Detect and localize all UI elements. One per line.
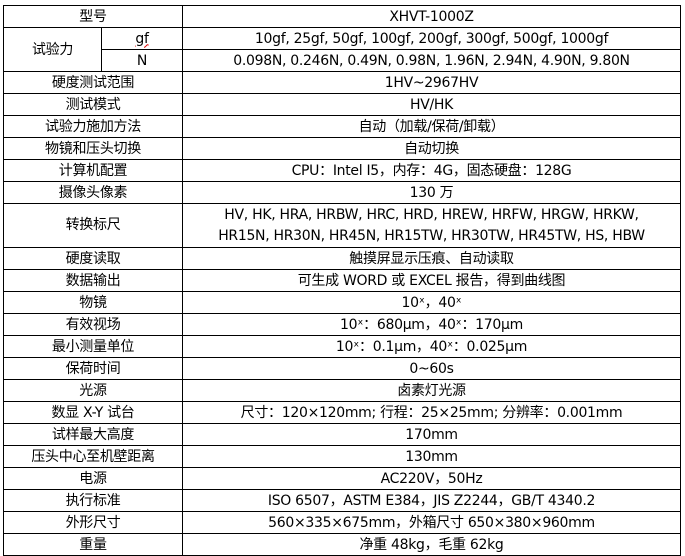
row-value: HV, HK, HRA, HRBW, HRC, HRD, HREW, HRFW,…: [182, 203, 681, 248]
table-row: 重量 净重 48kg，毛重 62kg: [3, 533, 681, 556]
table-row: 光源 卤素灯光源: [3, 379, 681, 402]
row-value: 尺寸：120×120mm; 行程：25×25mm; 分辨率：0.001mm: [182, 401, 681, 424]
table-row: 试样最大高度 170mm: [3, 423, 681, 446]
row-value: 1HV~2967HV: [182, 71, 681, 94]
row-label: 硬度测试范围: [3, 71, 183, 94]
row-value: 可生成 WORD 或 EXCEL 报告，得到曲线图: [182, 269, 681, 292]
row-label: 转换标尺: [3, 203, 183, 248]
test-force-gf-values: 10gf, 25gf, 50gf, 100gf, 200gf, 300gf, 5…: [182, 27, 681, 50]
row-value-line: HR15N, HR30N, HR45N, HR15TW, HR30TW, HR4…: [218, 227, 645, 244]
row-label: 数据输出: [3, 269, 183, 292]
row-label: 物镜: [3, 291, 183, 314]
test-force-n-unit: N: [101, 49, 183, 72]
row-value: 0~60s: [182, 357, 681, 380]
table-row: 物镜和压头切换 自动切换: [3, 137, 681, 160]
table-row: 硬度测试范围 1HV~2967HV: [3, 71, 681, 94]
row-label: 数显 X-Y 试台: [3, 401, 183, 424]
model-label: 型号: [3, 5, 183, 28]
row-label: 有效视场: [3, 313, 183, 336]
row-value: HV/HK: [182, 93, 681, 116]
table-row: 压头中心至机壁距离 130mm: [3, 445, 681, 468]
row-value: 自动（加载/保荷/卸载）: [182, 115, 681, 138]
table-row: 数显 X-Y 试台 尺寸：120×120mm; 行程：25×25mm; 分辨率：0…: [3, 401, 681, 424]
row-value: 卤素灯光源: [182, 379, 681, 402]
table-row: 物镜 10ˣ，40ˣ: [3, 291, 681, 314]
row-value: AC220V，50Hz: [182, 467, 681, 490]
table-row: 转换标尺 HV, HK, HRA, HRBW, HRC, HRD, HREW, H…: [3, 203, 681, 248]
table-row: 有效视场 10ˣ：680μm，40ˣ：170μm: [3, 313, 681, 336]
row-value: 130 万: [182, 181, 681, 204]
row-label: 计算机配置: [3, 159, 183, 182]
table-row: 电源 AC220V，50Hz: [3, 467, 681, 490]
row-value: 自动切换: [182, 137, 681, 160]
row-label: 执行标准: [3, 489, 183, 512]
table-row: 执行标准 ISO 6507，ASTM E384，JIS Z2244，GB/T 43…: [3, 489, 681, 512]
model-value: XHVT-1000Z: [182, 5, 681, 28]
row-label: 试样最大高度: [3, 423, 183, 446]
row-value-line: HV, HK, HRA, HRBW, HRC, HRD, HREW, HRFW,…: [224, 206, 639, 223]
row-value: 560×335×675mm，外箱尺寸 650×380×960mm: [182, 511, 681, 534]
row-label: 电源: [3, 467, 183, 490]
table-row: 试验力施加方法 自动（加载/保荷/卸载）: [3, 115, 681, 138]
table-row: 数据输出 可生成 WORD 或 EXCEL 报告，得到曲线图: [3, 269, 681, 292]
row-value: ISO 6507，ASTM E384，JIS Z2244，GB/T 4340.2: [182, 489, 681, 512]
row-value: 130mm: [182, 445, 681, 468]
row-label: 重量: [3, 533, 183, 556]
table-row: 硬度读取 触摸屏显示压痕、自动读取: [3, 247, 681, 270]
row-label: 保荷时间: [3, 357, 183, 380]
row-label: 外形尺寸: [3, 511, 183, 534]
table-row-test-force-gf: 试验力 gf 10gf, 25gf, 50gf, 100gf, 200gf, 3…: [3, 27, 681, 72]
row-value: CPU：Intel I5，内存：4G，固态硬盘：128G: [182, 159, 681, 182]
table-row: 测试模式 HV/HK: [3, 93, 681, 116]
row-label: 测试模式: [3, 93, 183, 116]
row-value: 净重 48kg，毛重 62kg: [182, 533, 681, 556]
row-label: 物镜和压头切换: [3, 137, 183, 160]
row-value: 10ˣ，40ˣ: [182, 291, 681, 314]
row-label: 光源: [3, 379, 183, 402]
gf-unit-text: gf: [135, 30, 149, 47]
table-row-test-force-n: N 0.098N, 0.246N, 0.49N, 0.98N, 1.96N, 2…: [4, 49, 681, 72]
test-force-n-values: 0.098N, 0.246N, 0.49N, 0.98N, 1.96N, 2.9…: [182, 49, 681, 72]
table-row-model: 型号 XHVT-1000Z: [3, 5, 681, 28]
row-value: 170mm: [182, 423, 681, 446]
row-label: 硬度读取: [3, 247, 183, 270]
row-label: 最小测量单位: [3, 335, 183, 358]
test-force-gf-unit: gf: [101, 27, 183, 50]
row-label: 试验力施加方法: [3, 115, 183, 138]
table-row: 最小测量单位 10ˣ：0.1μm，40ˣ：0.025μm: [3, 335, 681, 358]
test-force-label: 试验力: [3, 27, 102, 72]
row-label: 压头中心至机壁距离: [3, 445, 183, 468]
row-value: 10ˣ：680μm，40ˣ：170μm: [182, 313, 681, 336]
table-row: 摄像头像素 130 万: [3, 181, 681, 204]
row-label: 摄像头像素: [3, 181, 183, 204]
spec-table: 型号 XHVT-1000Z 试验力 gf 10gf, 25gf, 50gf, 1…: [3, 5, 681, 556]
row-value: 10ˣ：0.1μm，40ˣ：0.025μm: [182, 335, 681, 358]
table-row: 外形尺寸 560×335×675mm，外箱尺寸 650×380×960mm: [3, 511, 681, 534]
table-row: 保荷时间 0~60s: [3, 357, 681, 380]
table-row: 计算机配置 CPU：Intel I5，内存：4G，固态硬盘：128G: [3, 159, 681, 182]
row-value: 触摸屏显示压痕、自动读取: [182, 247, 681, 270]
